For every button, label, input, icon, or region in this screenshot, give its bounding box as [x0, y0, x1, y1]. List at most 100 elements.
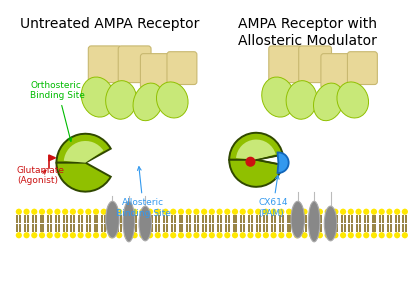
Circle shape — [209, 232, 215, 238]
Circle shape — [232, 232, 238, 238]
Circle shape — [340, 232, 346, 238]
Circle shape — [201, 209, 207, 215]
Circle shape — [340, 209, 346, 215]
Text: Untreated AMPA Receptor: Untreated AMPA Receptor — [20, 17, 199, 31]
Circle shape — [386, 209, 392, 215]
Circle shape — [301, 232, 308, 238]
Circle shape — [371, 232, 377, 238]
Circle shape — [47, 209, 53, 215]
Circle shape — [363, 232, 369, 238]
Circle shape — [294, 232, 300, 238]
Circle shape — [394, 209, 400, 215]
Ellipse shape — [286, 81, 317, 119]
Circle shape — [162, 209, 169, 215]
Circle shape — [278, 209, 285, 215]
Circle shape — [193, 232, 199, 238]
Wedge shape — [278, 152, 289, 173]
Circle shape — [386, 232, 392, 238]
FancyBboxPatch shape — [118, 46, 151, 83]
Circle shape — [55, 209, 61, 215]
Polygon shape — [49, 155, 55, 161]
Circle shape — [240, 232, 246, 238]
Ellipse shape — [81, 77, 115, 117]
Wedge shape — [57, 134, 111, 163]
Circle shape — [402, 209, 408, 215]
Circle shape — [348, 232, 354, 238]
Circle shape — [185, 232, 192, 238]
Circle shape — [193, 209, 199, 215]
Ellipse shape — [313, 83, 344, 121]
Ellipse shape — [309, 201, 320, 242]
Circle shape — [31, 232, 37, 238]
Circle shape — [101, 232, 107, 238]
Ellipse shape — [262, 77, 295, 117]
Circle shape — [317, 232, 323, 238]
Circle shape — [402, 232, 408, 238]
Circle shape — [101, 209, 107, 215]
Circle shape — [294, 209, 300, 215]
Circle shape — [139, 209, 145, 215]
Circle shape — [85, 232, 91, 238]
Circle shape — [309, 209, 315, 215]
Circle shape — [132, 232, 138, 238]
Circle shape — [155, 209, 161, 215]
Circle shape — [363, 209, 369, 215]
Circle shape — [108, 209, 114, 215]
FancyBboxPatch shape — [321, 54, 352, 88]
Circle shape — [24, 209, 30, 215]
Circle shape — [301, 209, 308, 215]
Circle shape — [263, 209, 269, 215]
Ellipse shape — [133, 83, 163, 121]
Wedge shape — [229, 133, 283, 160]
Circle shape — [70, 209, 76, 215]
Circle shape — [31, 209, 37, 215]
Circle shape — [394, 232, 400, 238]
Ellipse shape — [157, 82, 188, 118]
Circle shape — [332, 209, 339, 215]
Circle shape — [379, 209, 385, 215]
FancyBboxPatch shape — [140, 54, 171, 88]
FancyBboxPatch shape — [88, 46, 121, 83]
Circle shape — [47, 232, 53, 238]
Circle shape — [255, 209, 261, 215]
Text: Glutamate
(Agonist): Glutamate (Agonist) — [17, 166, 65, 185]
Circle shape — [356, 209, 362, 215]
Circle shape — [247, 232, 254, 238]
Circle shape — [325, 232, 331, 238]
Circle shape — [278, 232, 285, 238]
Text: Orthosteric
Binding Site: Orthosteric Binding Site — [31, 81, 85, 141]
Circle shape — [263, 232, 269, 238]
Circle shape — [209, 209, 215, 215]
Circle shape — [93, 209, 99, 215]
Circle shape — [356, 232, 362, 238]
Circle shape — [325, 209, 331, 215]
FancyBboxPatch shape — [347, 52, 377, 84]
FancyBboxPatch shape — [269, 46, 301, 83]
Circle shape — [162, 232, 169, 238]
Wedge shape — [236, 140, 276, 160]
Circle shape — [240, 209, 246, 215]
Ellipse shape — [324, 206, 337, 241]
Circle shape — [271, 232, 277, 238]
Circle shape — [16, 232, 22, 238]
Circle shape — [185, 209, 192, 215]
Circle shape — [16, 209, 22, 215]
Circle shape — [216, 209, 223, 215]
Circle shape — [70, 232, 76, 238]
Circle shape — [286, 209, 292, 215]
Circle shape — [246, 157, 255, 166]
Circle shape — [124, 209, 130, 215]
Circle shape — [348, 209, 354, 215]
Circle shape — [178, 209, 184, 215]
Circle shape — [116, 209, 122, 215]
Circle shape — [39, 209, 45, 215]
Circle shape — [62, 209, 68, 215]
Circle shape — [39, 232, 45, 238]
Ellipse shape — [139, 206, 152, 241]
Circle shape — [116, 232, 122, 238]
Circle shape — [147, 209, 153, 215]
Circle shape — [139, 232, 145, 238]
Circle shape — [155, 232, 161, 238]
Circle shape — [170, 209, 176, 215]
Wedge shape — [229, 160, 283, 187]
